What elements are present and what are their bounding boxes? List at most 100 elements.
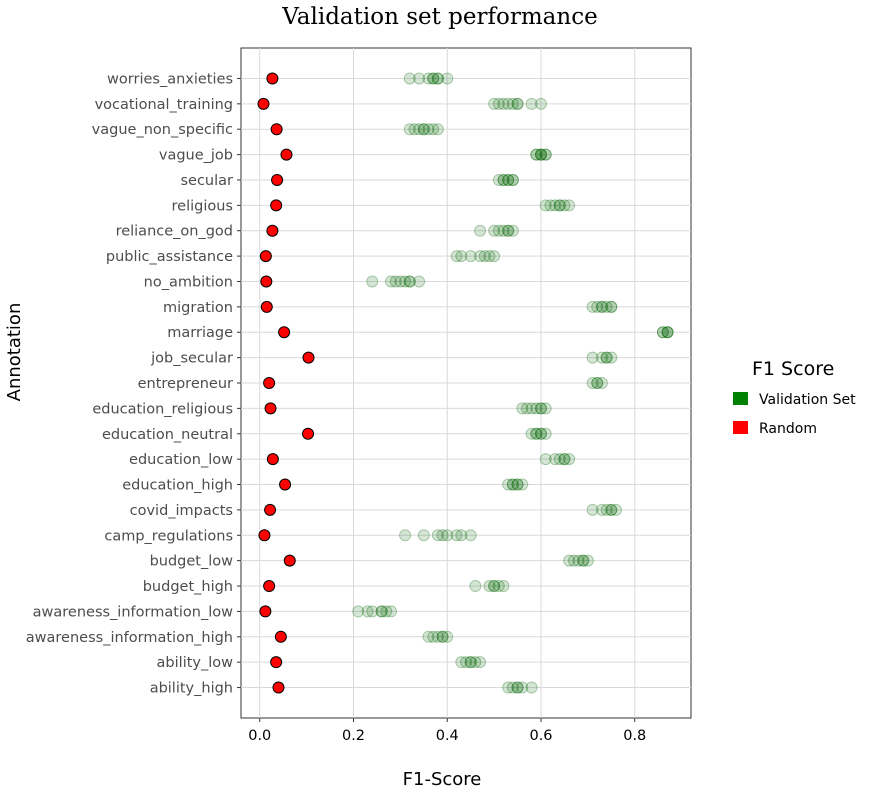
validation-point — [549, 199, 562, 212]
y-tick-label: education_neutral — [102, 427, 233, 443]
validation-point — [535, 427, 547, 440]
y-tick-label: reliance_on_god — [116, 224, 233, 240]
validation-point — [600, 503, 613, 516]
validation-point — [488, 580, 501, 593]
validation-point — [605, 300, 618, 313]
validation-point — [450, 250, 463, 263]
validation-point — [530, 427, 543, 440]
validation-point — [417, 123, 430, 136]
validation-point — [563, 554, 576, 567]
validation-point — [586, 351, 599, 364]
x-tick-label: 0.0 — [248, 728, 271, 744]
x-axis-title: F1-Score — [403, 769, 482, 790]
validation-point — [413, 275, 426, 288]
validation-point — [441, 529, 454, 542]
x-tick-label: 0.2 — [342, 728, 365, 744]
y-axis-title: Annotation — [4, 303, 25, 402]
validation-point — [595, 351, 608, 364]
validation-point — [399, 275, 412, 288]
validation-point — [525, 402, 538, 415]
validation-point — [497, 224, 510, 237]
validation-point — [431, 72, 444, 85]
validation-point — [431, 72, 444, 85]
validation-point — [535, 148, 547, 161]
random-point — [302, 351, 315, 364]
random-point — [264, 503, 277, 516]
validation-point — [511, 97, 524, 110]
validation-point — [441, 630, 454, 643]
validation-point — [563, 199, 576, 212]
validation-point — [422, 123, 435, 136]
validation-point — [553, 453, 566, 466]
random-point — [263, 377, 276, 389]
y-axis-labels: worries_anxieties vocational_trainingvagu… — [26, 71, 233, 696]
validation-point — [492, 224, 505, 237]
y-tick-label: awareness_information_low — [33, 604, 234, 620]
validation-point — [506, 478, 519, 491]
y-tick-label: ability_low — [157, 655, 234, 671]
validation-point — [605, 300, 618, 313]
random-point — [270, 656, 283, 669]
random-point — [271, 173, 284, 186]
y-tick-label: migration — [163, 300, 233, 316]
validation-point — [600, 351, 613, 364]
validation-point — [469, 656, 482, 669]
validation-point — [403, 275, 416, 288]
validation-point — [492, 173, 505, 186]
validation-point — [488, 97, 501, 110]
validation-point — [385, 605, 397, 618]
validation-point — [436, 529, 449, 542]
y-tick-label: worries_anxieties — [107, 71, 233, 87]
validation-point — [535, 402, 547, 415]
random-point — [274, 630, 287, 643]
validation-point — [530, 148, 543, 161]
validation-point — [661, 326, 674, 339]
validation-point — [427, 630, 440, 643]
validation-point — [488, 250, 501, 263]
validation-point — [502, 173, 515, 186]
validation-point — [605, 503, 618, 516]
validation-point — [399, 529, 412, 542]
validation-point — [488, 580, 501, 593]
random-point — [258, 529, 271, 542]
y-tick-label: secular — [180, 173, 233, 189]
validation-point — [417, 123, 430, 136]
validation-point — [488, 224, 501, 237]
validation-point — [431, 123, 444, 136]
validation-point — [563, 453, 576, 466]
legend-swatch-validation — [733, 392, 748, 405]
validation-point — [520, 402, 533, 415]
x-tick-label: 0.6 — [529, 728, 552, 744]
validation-point — [530, 148, 543, 161]
validation-point — [581, 554, 594, 567]
legend-swatch-random — [733, 421, 748, 434]
validation-point — [403, 72, 416, 85]
random-point — [270, 123, 283, 136]
validation-point — [422, 630, 435, 643]
validation-point — [502, 224, 515, 237]
validation-point — [474, 656, 487, 669]
validation-point — [460, 656, 472, 669]
y-tick-label: entrepreneur — [138, 376, 233, 392]
validation-point — [394, 275, 407, 288]
validation-point — [600, 351, 613, 364]
random-point — [279, 478, 292, 491]
random-point — [280, 148, 293, 161]
random-point — [259, 250, 272, 263]
random-point — [266, 224, 279, 237]
validation-point — [408, 123, 421, 136]
validation-point — [478, 250, 491, 263]
validation-point — [506, 97, 519, 110]
validation-point — [352, 605, 365, 618]
random-points — [257, 72, 315, 694]
validation-point — [361, 605, 374, 618]
validation-point — [431, 630, 444, 643]
validation-point — [474, 250, 487, 263]
validation-point — [544, 199, 557, 212]
validation-point — [464, 656, 477, 669]
validation-point — [535, 402, 547, 415]
validation-point — [380, 605, 393, 618]
validation-point — [595, 503, 608, 516]
random-point — [278, 326, 291, 339]
validation-point — [506, 224, 519, 237]
